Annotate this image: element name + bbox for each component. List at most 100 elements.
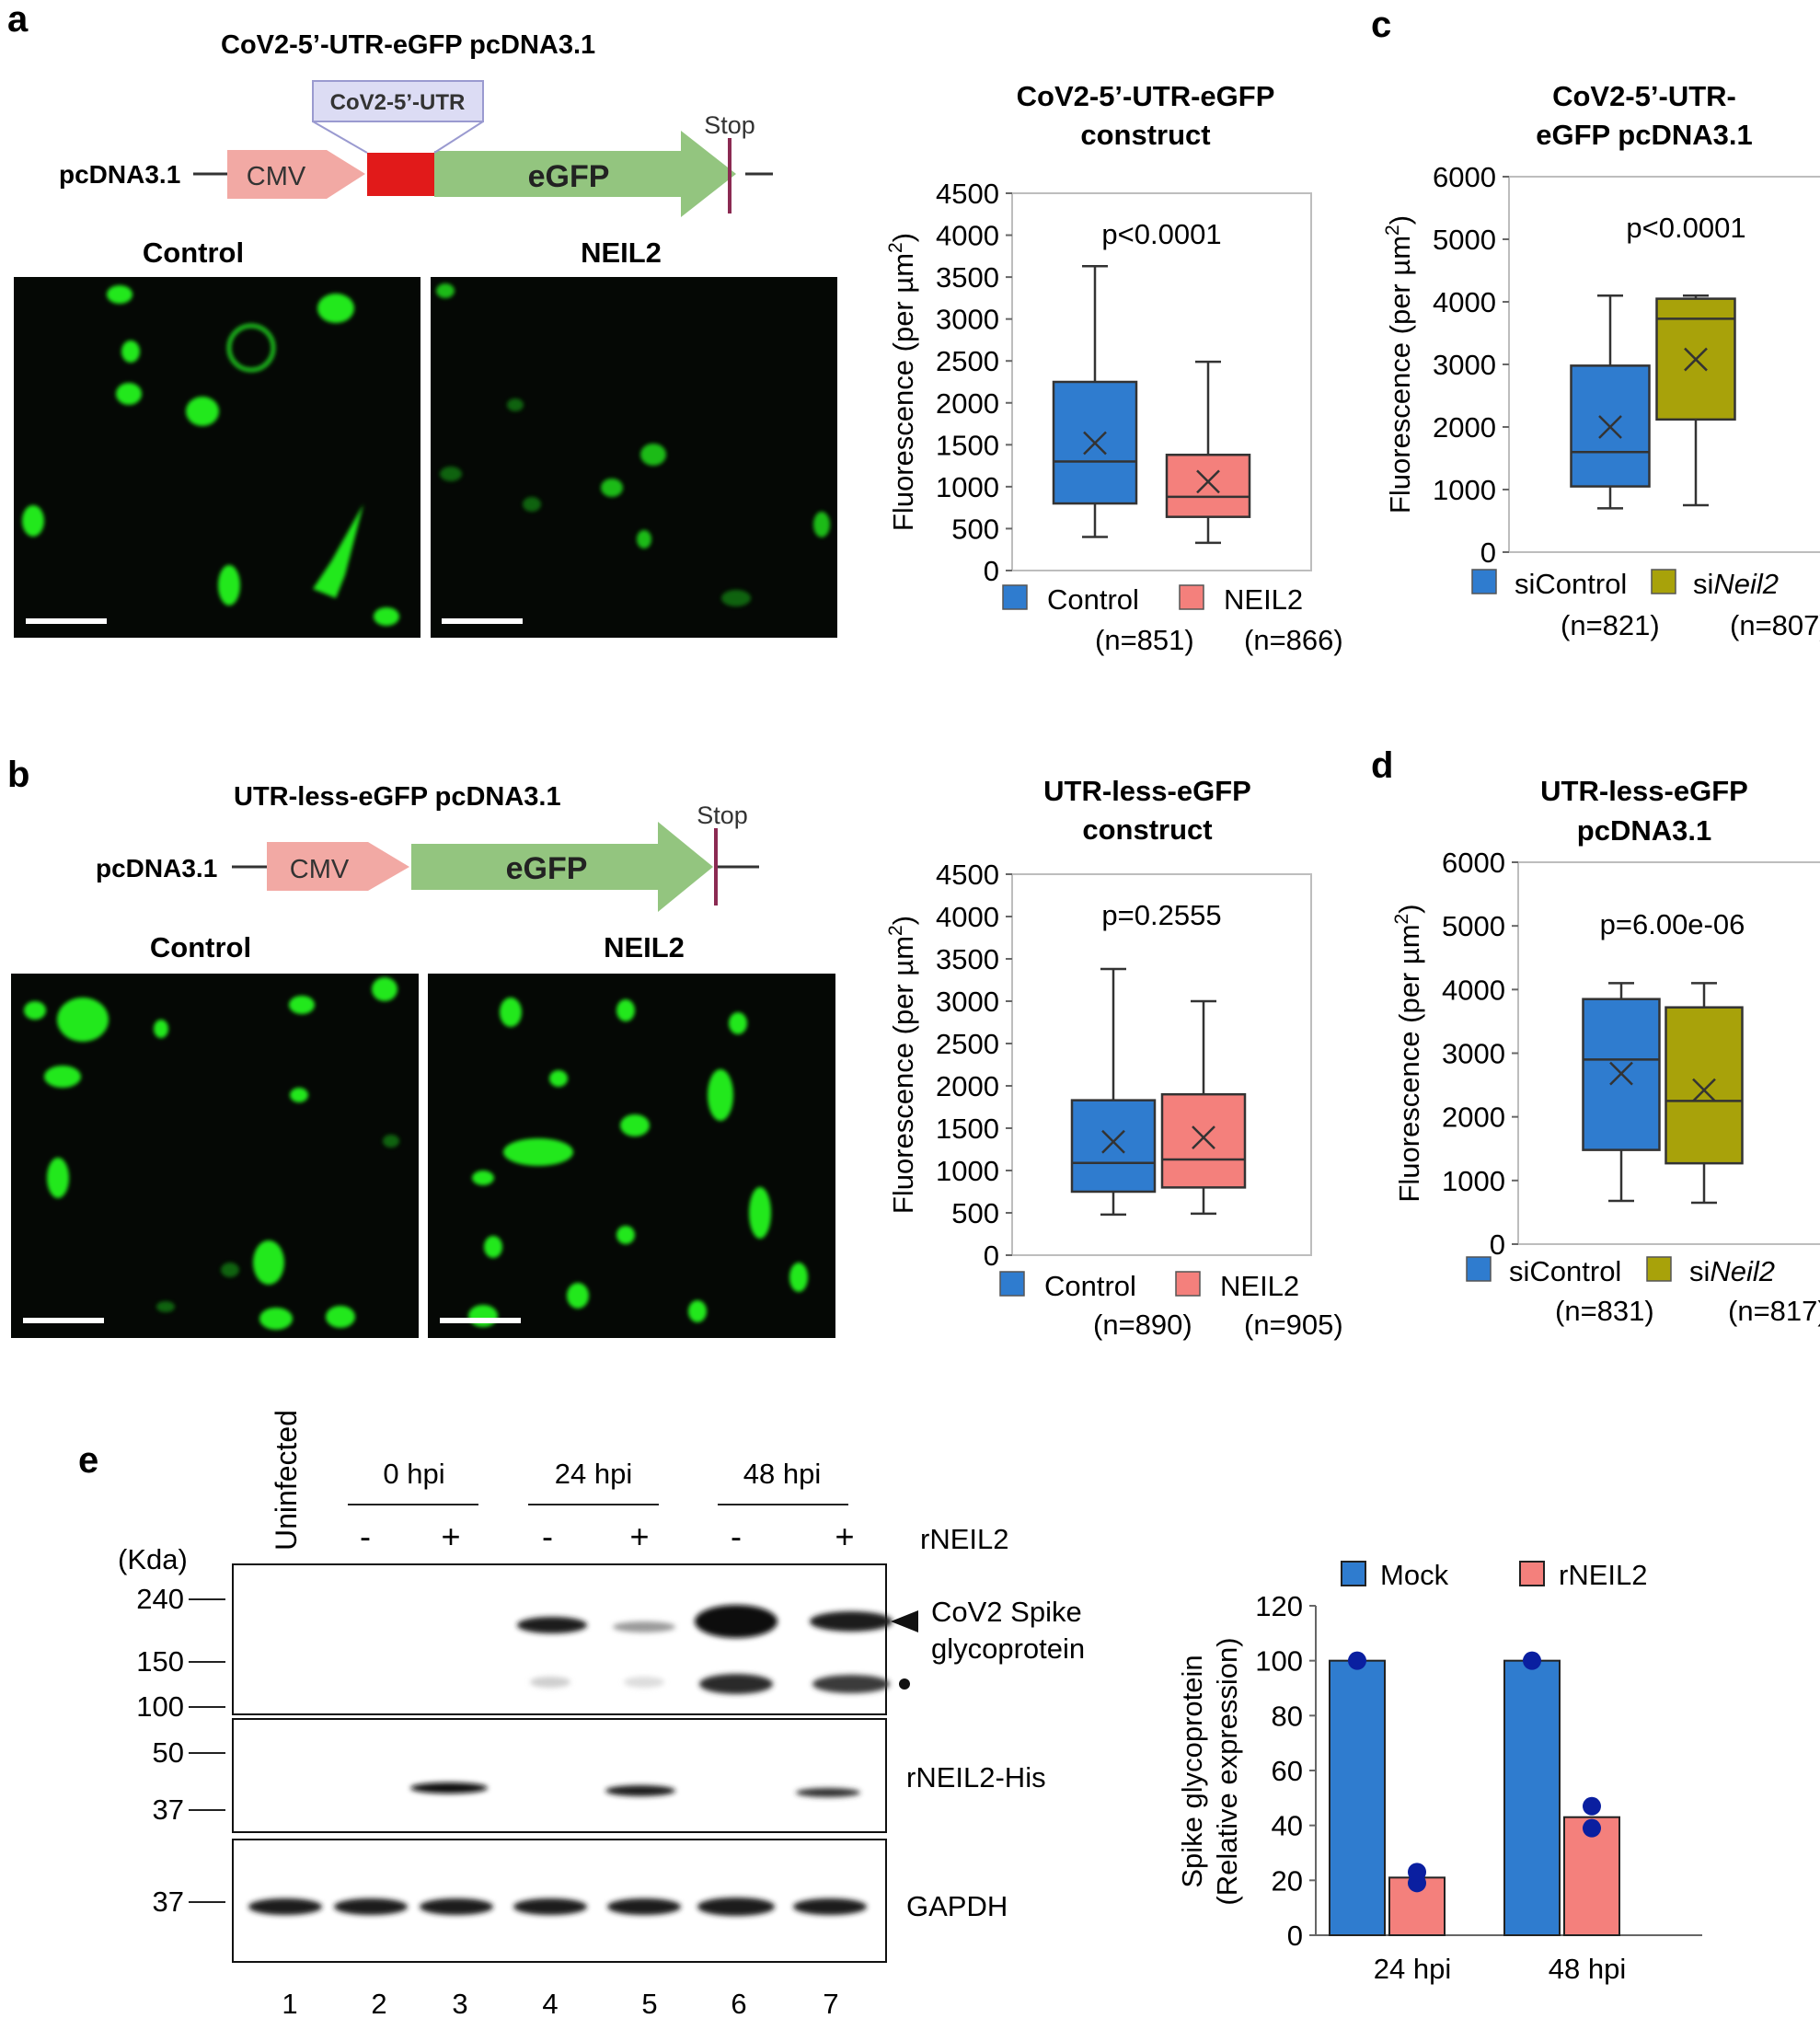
egfp-label-a: eGFP xyxy=(528,159,610,194)
band-label-spike-1: CoV2 Spike xyxy=(931,1596,1082,1628)
chart-title-b-line1: UTR-less-eGFP xyxy=(1043,775,1251,807)
y-tick-label-b: 0 xyxy=(984,1240,999,1272)
blot-gapdh xyxy=(232,1839,887,1963)
scale-bar-control-b xyxy=(23,1318,104,1323)
cmv-promoter-a xyxy=(227,150,365,199)
p-value-a: p<0.0001 xyxy=(1101,218,1221,250)
y-tick-label-b: 3000 xyxy=(936,986,999,1018)
bar-chart-e: 0 20 40 60 80 100 120 Spike glycoprotein (Relati… xyxy=(1176,1559,1702,1985)
panel-letter-b: b xyxy=(7,755,29,795)
y-tick-label-c: 3000 xyxy=(1433,349,1496,381)
data-point-e-0-0-0 xyxy=(1348,1651,1366,1670)
sign-lane-7: + xyxy=(835,1517,854,1555)
chart-title-c-line1: CoV2-5’-UTR- xyxy=(1552,80,1736,112)
y-tick-label-b: 3500 xyxy=(936,943,999,975)
marker-240: 240 xyxy=(136,1583,184,1615)
sign-lane-4: - xyxy=(542,1517,553,1555)
legend-label-b-0: Control xyxy=(1044,1270,1136,1302)
box-d-1 xyxy=(1664,1006,1744,1165)
legend-swatch-d-0 xyxy=(1466,1256,1492,1282)
y-tick-label-c: 6000 xyxy=(1433,161,1496,193)
y-tick-label-d: 5000 xyxy=(1442,910,1505,942)
y-tick-label-c: 4000 xyxy=(1433,286,1496,318)
cmv-promoter-b xyxy=(267,842,409,891)
blot-spike xyxy=(232,1563,893,1715)
timepoint-24hpi: 24 hpi xyxy=(555,1458,632,1490)
y-tick-label-d: 3000 xyxy=(1442,1038,1505,1070)
y-tick-label-d: 6000 xyxy=(1442,847,1505,879)
legend-n-d-0: (n=831) xyxy=(1555,1295,1654,1327)
y-tick-label-e: 20 xyxy=(1272,1864,1303,1897)
box-chart-b: 0 500 1000 1500 2000 2500 3000 3500 4000 4500 Fluo… xyxy=(885,859,1343,1341)
band-label-spike-2: glycoprotein xyxy=(931,1632,1085,1665)
p-value-d: p=6.00e-06 xyxy=(1600,908,1745,940)
y-tick-label-d: 2000 xyxy=(1442,1102,1505,1134)
y-axis-label-a: Fluorescence (per µm2) xyxy=(885,233,919,531)
y-tick-label-a: 3000 xyxy=(936,304,999,336)
chart-title-b-line2: construct xyxy=(1082,813,1212,846)
legend-swatch-e-1 xyxy=(1519,1561,1545,1586)
legend-label-a-1: NEIL2 xyxy=(1224,583,1303,616)
mean-marker-b-1 xyxy=(1192,1125,1215,1150)
stop-label-b: Stop xyxy=(697,802,748,829)
y-tick-label-a: 1000 xyxy=(936,471,999,503)
legend-n-a-0: (n=851) xyxy=(1095,624,1194,656)
stop-label-a: Stop xyxy=(704,111,755,139)
lane-3: 3 xyxy=(452,1988,467,2020)
y-tick-label-e: 40 xyxy=(1272,1810,1303,1842)
y-tick-label-b: 1500 xyxy=(936,1113,999,1145)
construct-title-a: CoV2-5’-UTR-eGFP pcDNA3.1 xyxy=(221,30,595,60)
y-tick-label-e: 120 xyxy=(1255,1590,1303,1622)
data-point-e-0-1-0 xyxy=(1523,1651,1541,1670)
x-tick-label-e-1: 48 hpi xyxy=(1549,1953,1626,1985)
scale-bar-neil2-b xyxy=(440,1318,521,1323)
mean-marker-d-1 xyxy=(1692,1078,1716,1102)
micrograph-control-b xyxy=(11,974,419,1338)
y-tick-label-a: 500 xyxy=(951,513,999,545)
y-tick-label-e: 0 xyxy=(1287,1920,1303,1952)
box-chart-a: 0 500 1000 1500 2000 2500 3000 3500 4000 4500 Fluo… xyxy=(885,178,1343,656)
marker-150: 150 xyxy=(136,1645,184,1678)
box-b-0 xyxy=(1070,1099,1157,1194)
y-tick-label-a: 1500 xyxy=(936,429,999,461)
lane-5: 5 xyxy=(641,1988,657,2020)
legend-swatch-c-1 xyxy=(1651,569,1676,594)
mean-marker-b-0 xyxy=(1101,1129,1125,1154)
x-tick-label-e-0: 24 hpi xyxy=(1374,1953,1451,1985)
spike-arrowhead xyxy=(891,1610,918,1632)
box-chart-c: 0 1000 2000 3000 4000 5000 6000 Fluorescence (p… xyxy=(1382,161,1820,641)
cmv-label-a: CMV xyxy=(247,162,306,191)
legend-n-c-0: (n=821) xyxy=(1561,609,1660,641)
y-tick-label-a: 4500 xyxy=(936,178,999,210)
bar-e-Mock-0 xyxy=(1329,1659,1386,1936)
band-label-gapdh: GAPDH xyxy=(906,1890,1008,1922)
image-label-control-b: Control xyxy=(150,931,251,963)
plot-frame-b xyxy=(1011,873,1312,1256)
y-tick-label-d: 4000 xyxy=(1442,974,1505,1006)
legend-label-b-1: NEIL2 xyxy=(1220,1270,1299,1302)
panel-letter-d: d xyxy=(1371,745,1393,786)
data-point-e-1-1-0 xyxy=(1583,1818,1601,1838)
marker-37-his: 37 xyxy=(153,1794,184,1826)
y-tick-label-c: 1000 xyxy=(1433,474,1496,506)
panel-letter-c: c xyxy=(1371,5,1391,45)
y-tick-label-c: 2000 xyxy=(1433,411,1496,444)
egfp-label-b: eGFP xyxy=(506,851,588,886)
y-tick-label-e: 60 xyxy=(1272,1755,1303,1787)
marker-37-gapdh: 37 xyxy=(153,1886,184,1918)
sign-lane-6: - xyxy=(731,1517,742,1555)
chart-title-a-line1: CoV2-5’-UTR-eGFP xyxy=(1017,80,1275,112)
marker-100: 100 xyxy=(136,1690,184,1723)
construct-diagram-a: pcDNA3.1 CMV eGFP Stop CoV2-5’-UTR xyxy=(59,80,773,217)
sign-lane-5: + xyxy=(629,1517,649,1555)
sign-lane-3: + xyxy=(441,1517,460,1555)
mean-marker-c-0 xyxy=(1598,415,1622,439)
sign-lane-2: - xyxy=(360,1517,371,1555)
utr-callout-box-a xyxy=(312,80,484,122)
scale-bar-neil2-a xyxy=(442,618,523,624)
micrograph-neil2-b xyxy=(428,974,835,1338)
kda-label: (Kda) xyxy=(118,1543,188,1575)
mean-marker-a-0 xyxy=(1083,431,1107,456)
micrograph-control-a xyxy=(14,277,420,638)
